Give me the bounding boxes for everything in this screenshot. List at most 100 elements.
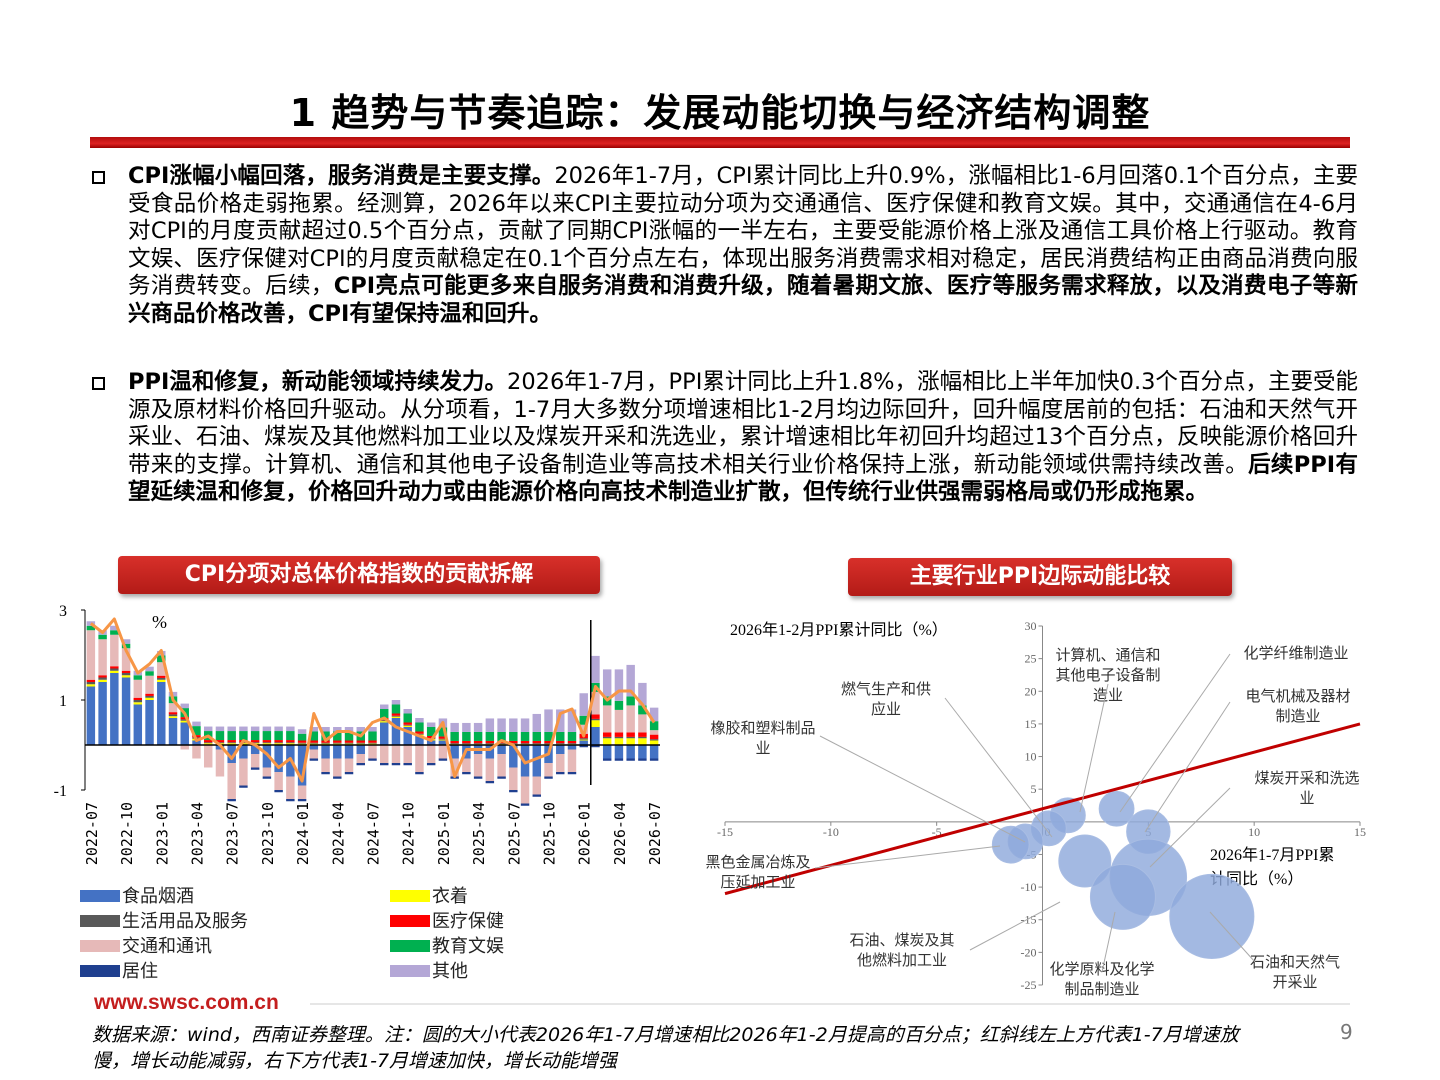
bar-segment	[485, 743, 495, 745]
bar-segment	[157, 675, 166, 678]
bar-segment	[98, 639, 107, 676]
bar-segment	[215, 742, 225, 744]
y-tick-label: 3	[59, 603, 67, 620]
bar-segment	[145, 671, 154, 676]
bar-segment	[239, 743, 248, 745]
bubble-label-computer: 计算机、通信和其他电子设备制造业	[1055, 646, 1160, 704]
bar-segment	[145, 697, 154, 700]
bar-segment	[638, 758, 647, 761]
bar-segment	[192, 745, 201, 759]
bar-segment	[133, 704, 143, 745]
bar-segment	[567, 709, 577, 732]
bar-segment	[145, 695, 154, 698]
bar-segment	[215, 749, 225, 777]
bar-segment	[203, 740, 213, 743]
bar-segment	[356, 763, 365, 766]
bubble-label-line: 煤炭开采和洗选	[1254, 770, 1359, 787]
bar-segment	[297, 733, 307, 741]
bar-segment	[180, 720, 189, 723]
bubble-label-oil: 石油和天然气开采业	[1250, 954, 1340, 991]
bar-segment	[497, 776, 506, 779]
bar-segment	[649, 730, 659, 735]
bar-segment	[344, 742, 354, 744]
bar-segment	[638, 682, 647, 706]
bar-segment	[485, 745, 495, 759]
bar-segment	[520, 803, 530, 806]
bar-segment	[649, 758, 659, 761]
bar-segment	[626, 705, 635, 733]
bar-segment	[309, 745, 319, 750]
bar-segment	[485, 758, 495, 781]
bar-segment	[509, 790, 518, 793]
bar-segment	[192, 740, 201, 745]
leader-line	[1209, 911, 1256, 963]
bar-segment	[309, 740, 319, 743]
bar-segment	[391, 745, 401, 763]
bar-segment	[602, 705, 612, 733]
y-tick-label: 25	[1025, 652, 1037, 666]
legend-label: 食品烟酒	[122, 886, 194, 906]
bar-segment	[532, 743, 542, 745]
bubble	[1169, 873, 1255, 960]
bar-segment	[567, 740, 577, 744]
bar-segment	[344, 740, 354, 743]
x-tick-label: 2026-04	[611, 802, 629, 865]
bar-segment	[626, 732, 635, 737]
y-tick-label: 30	[1025, 619, 1037, 633]
legend-swatch	[390, 940, 430, 952]
bar-segment	[274, 740, 283, 743]
bar-segment	[415, 772, 424, 775]
bar-segment	[145, 666, 154, 672]
x-tick-label: -5	[932, 825, 942, 839]
bar-segment	[649, 734, 659, 740]
bar-segment	[239, 758, 248, 786]
bar-segment	[321, 758, 330, 772]
leader-line	[1079, 683, 1109, 813]
bar-segment	[591, 714, 600, 719]
bar-segment	[544, 740, 553, 744]
x-tick-label: 2026-07	[646, 802, 664, 865]
bar-segment	[391, 700, 401, 705]
bar-segment	[391, 713, 401, 716]
bar-segment	[450, 745, 459, 759]
bar-segment	[321, 727, 330, 732]
bar-segment	[86, 679, 96, 682]
bar-segment	[426, 763, 436, 766]
bar-segment	[462, 772, 471, 775]
leader-line	[1149, 787, 1231, 868]
bar-segment	[520, 718, 530, 732]
bar-segment	[239, 731, 248, 741]
bubble-label-fiber: 化学纤维制造业	[1243, 645, 1348, 662]
bar-segment	[614, 700, 624, 710]
y-tick-label: 15	[1025, 717, 1037, 731]
bar-segment	[544, 709, 553, 732]
legend-swatch	[390, 915, 430, 927]
bar-segment	[157, 682, 166, 745]
y-tick-label: -20	[1021, 945, 1037, 959]
bullet-conclusion: 后续PPI有望延续温和修复，价格回升动力或由能源价格向高技术制造业扩散，但传统行…	[128, 451, 1358, 506]
bar-segment	[462, 731, 471, 741]
bar-segment	[462, 743, 471, 745]
x-tick-label: 2026-01	[576, 802, 594, 865]
bubble-label-line: 造业	[1093, 687, 1123, 704]
bar-segment	[614, 738, 624, 745]
bar-segment	[473, 731, 483, 741]
bar-segment	[192, 726, 201, 736]
bar-segment	[274, 745, 283, 772]
bar-segment	[356, 754, 365, 763]
bullet-square-icon	[92, 377, 105, 390]
x-tick-label: 2024-01	[294, 802, 312, 865]
bar-segment	[380, 722, 389, 745]
bar-segment	[520, 731, 530, 741]
bar-segment	[274, 772, 283, 790]
bar-segment	[168, 714, 178, 717]
bar-segment	[473, 754, 483, 777]
bubble-label-coal: 煤炭开采和洗选业	[1254, 770, 1359, 807]
bar-segment	[415, 731, 424, 734]
bar-segment	[567, 745, 577, 750]
website-url[interactable]: www.swsc.com.cn	[94, 991, 279, 1014]
bar-segment	[227, 743, 236, 745]
bar-segment	[462, 722, 471, 732]
bar-segment	[297, 745, 307, 786]
bar-segment	[333, 727, 342, 732]
